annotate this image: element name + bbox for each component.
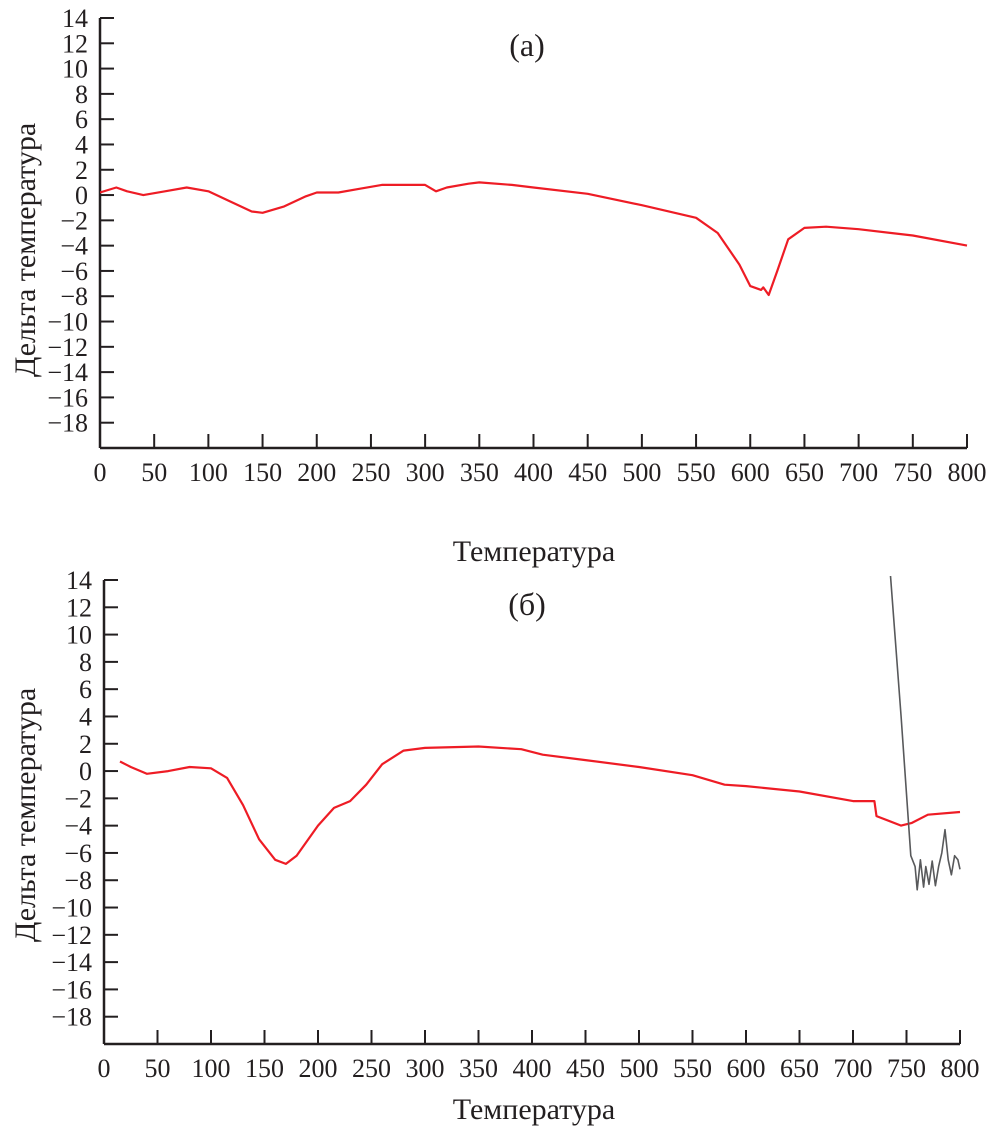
x-tick-label: 0	[98, 1054, 111, 1083]
x-tick-label: 650	[785, 458, 824, 487]
x-tick-label: 600	[731, 458, 770, 487]
y-tick-label: 12	[66, 593, 92, 622]
y-tick-label: −8	[64, 866, 92, 895]
chart-title: (a)	[509, 27, 545, 63]
y-tick-label: 6	[79, 675, 92, 704]
y-tick-label: −4	[60, 232, 88, 261]
y-tick-label: −12	[47, 333, 88, 362]
y-tick-label: −10	[47, 308, 88, 337]
x-tick-label: 550	[677, 458, 716, 487]
y-tick-label: 4	[79, 702, 92, 731]
chart-title: (б)	[508, 586, 546, 622]
y-tick-label: −12	[51, 921, 92, 950]
y-tick-label: 6	[75, 105, 88, 134]
x-tick-label: 50	[145, 1054, 171, 1083]
y-axis-label: Дельта температура	[9, 123, 42, 377]
y-tick-label: −16	[51, 975, 92, 1004]
y-tick-label: 10	[62, 55, 88, 84]
x-tick-label: 800	[948, 458, 987, 487]
y-tick-label: 8	[75, 80, 88, 109]
x-tick-label: 400	[514, 458, 553, 487]
y-tick-label: −6	[60, 257, 88, 286]
x-tick-label: 700	[834, 1054, 873, 1083]
x-tick-label: 0	[94, 458, 107, 487]
x-tick-label: 600	[727, 1054, 766, 1083]
y-tick-label: −14	[51, 948, 92, 977]
y-tick-label: 2	[79, 730, 92, 759]
x-tick-label: 350	[460, 458, 499, 487]
chart-panel-b: (б) Температура Дельта температура 14121…	[9, 566, 980, 1126]
y-tick-label: −14	[47, 358, 88, 387]
x-tick-label: 400	[513, 1054, 552, 1083]
y-tick-label: 2	[75, 156, 88, 185]
x-tick-label: 500	[620, 1054, 659, 1083]
x-tick-label: 450	[566, 1054, 605, 1083]
y-tick-label: 0	[75, 181, 88, 210]
x-tick-label: 250	[352, 1054, 391, 1083]
x-axis-label: Температура	[453, 1093, 615, 1126]
y-tick-label: −10	[51, 894, 92, 923]
y-tick-label: 12	[62, 29, 88, 58]
x-tick-label: 450	[568, 458, 607, 487]
x-tick-label: 750	[887, 1054, 926, 1083]
x-tick-label: 350	[459, 1054, 498, 1083]
x-tick-label: 100	[192, 1054, 231, 1083]
x-axis-label: Температура	[453, 535, 615, 568]
chart-panel-a: (a) Температура Дельта температура 14121…	[9, 4, 987, 568]
series-line-1	[119, 745, 961, 866]
y-tick-label: −16	[47, 383, 88, 412]
x-tick-label: 50	[141, 458, 167, 487]
x-tick-label: 500	[622, 458, 661, 487]
y-tick-label: −8	[60, 282, 88, 311]
y-tick-label: −2	[60, 206, 88, 235]
x-tick-label: 800	[941, 1054, 980, 1083]
y-axis-label: Дельта температура	[9, 688, 42, 942]
x-tick-label: 200	[299, 1054, 338, 1083]
x-tick-label: 200	[297, 458, 336, 487]
x-tick-label: 700	[839, 458, 878, 487]
x-tick-label: 750	[893, 458, 932, 487]
y-tick-label: 8	[79, 648, 92, 677]
y-tick-label: −4	[64, 812, 92, 841]
y-tick-label: 4	[75, 130, 88, 159]
y-tick-label: 10	[66, 621, 92, 650]
series-line-2	[889, 576, 961, 891]
x-tick-label: 150	[245, 1054, 284, 1083]
y-tick-label: −6	[64, 839, 92, 868]
x-tick-label: 100	[189, 458, 228, 487]
x-tick-label: 300	[406, 1054, 445, 1083]
y-tick-label: 14	[66, 566, 92, 595]
y-tick-label: −18	[47, 409, 88, 438]
x-tick-label: 550	[673, 1054, 712, 1083]
y-tick-label: −18	[51, 1003, 92, 1032]
y-tick-label: 14	[62, 4, 88, 33]
x-tick-label: 250	[351, 458, 390, 487]
y-tick-label: 0	[79, 757, 92, 786]
x-tick-label: 300	[406, 458, 445, 487]
x-tick-label: 150	[243, 458, 282, 487]
y-tick-label: −2	[64, 784, 92, 813]
series-line-1	[100, 181, 968, 297]
x-tick-label: 650	[780, 1054, 819, 1083]
